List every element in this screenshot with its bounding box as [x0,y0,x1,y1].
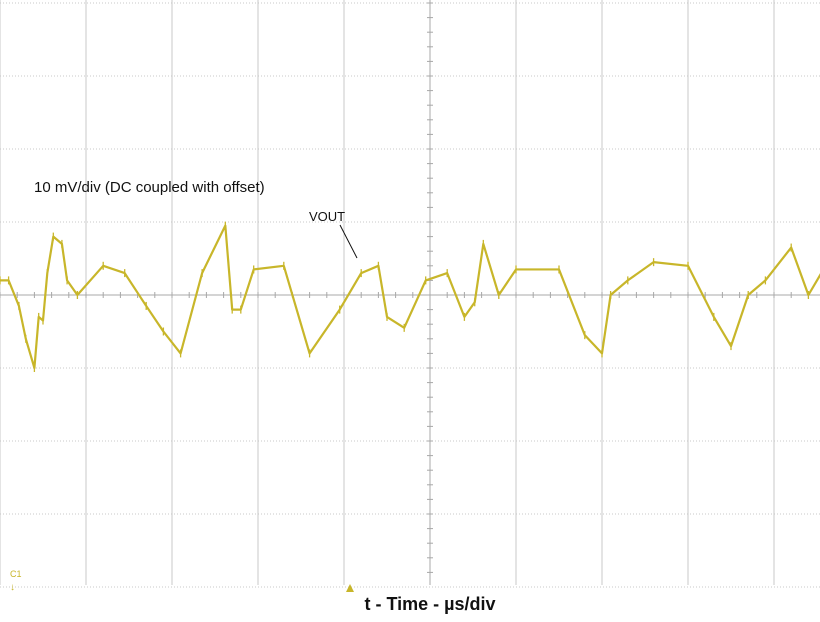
trigger-marker-icon [346,584,354,592]
vout-label: VOUT [309,209,345,224]
channel-marker: C1 ↓ [10,569,22,593]
ground-marker-icon: ↓ [10,582,15,593]
vout-trace [0,221,820,372]
vout-leader-line [339,224,358,259]
x-axis-label: t - Time - µs/div [364,594,496,614]
graticule [0,0,820,588]
vout-callout: VOUT [309,209,358,259]
scale-text: 10 mV/div (DC coupled with offset) [34,179,265,196]
channel-label: C1 [10,569,22,579]
scale-annotation: 10 mV/div (DC coupled with offset) [34,179,265,196]
plot-background [0,0,820,585]
